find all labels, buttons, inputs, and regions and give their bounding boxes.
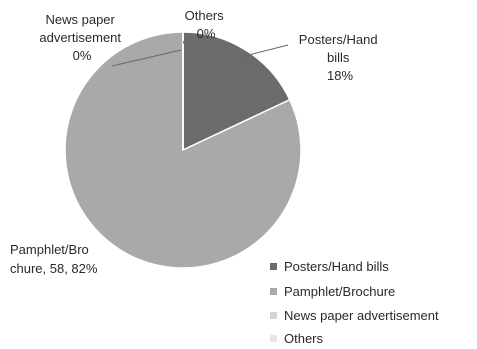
data-label-posters-line2: bills <box>327 50 350 65</box>
data-label-others-line2: 0% <box>197 26 216 41</box>
data-label-posters-line1: Posters/Hand <box>299 32 378 47</box>
data-label-posters-line3: 18% <box>327 68 353 83</box>
legend-swatch-pamphlet <box>270 288 277 295</box>
data-label-others: Others 0% <box>185 8 228 41</box>
data-label-others-line1: Others <box>185 8 225 23</box>
leader-line-newspaper <box>111 49 182 67</box>
legend-swatch-posters <box>270 263 277 270</box>
legend-item-pamphlet: Pamphlet/Brochure <box>284 284 395 299</box>
pie-slice-pamphlet <box>64 31 302 269</box>
data-label-newspaper-line2: advertisement <box>39 30 121 45</box>
leader-line-others <box>182 40 186 47</box>
data-label-newspaper: News paper advertisement 0% <box>39 12 124 63</box>
leader-line-posters <box>236 44 289 59</box>
legend-item-newspaper: News paper advertisement <box>284 308 439 323</box>
legend-swatch-others <box>270 335 277 342</box>
legend-swatch-newspaper <box>270 312 277 319</box>
data-label-pamphlet: Pamphlet/Bro chure, 58, 82% <box>10 242 98 276</box>
legend-item-others: Others <box>284 331 324 346</box>
pie-slice-posters <box>182 31 291 152</box>
pie-slices <box>64 31 302 269</box>
data-label-pamphlet-line2: chure, 58, 82% <box>10 261 98 276</box>
data-label-pamphlet-line1: Pamphlet/Bro <box>10 242 89 257</box>
legend-item-posters: Posters/Hand bills <box>284 259 389 274</box>
data-label-posters: Posters/Hand bills 18% <box>299 32 381 83</box>
data-label-newspaper-line1: News paper <box>46 12 116 27</box>
legend: Posters/Hand bills Pamphlet/Brochure New… <box>270 259 439 346</box>
data-label-newspaper-line3: 0% <box>73 48 92 63</box>
